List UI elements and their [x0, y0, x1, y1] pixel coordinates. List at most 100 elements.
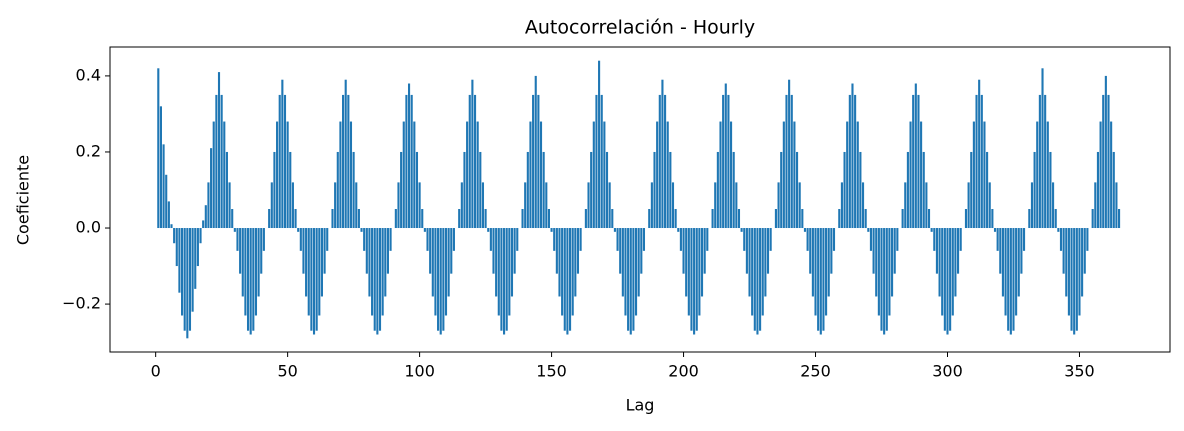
bar: [658, 94, 661, 229]
bar: [252, 228, 255, 331]
bar: [183, 228, 186, 331]
bar: [714, 182, 717, 229]
bar: [730, 121, 733, 229]
bar: [268, 209, 271, 229]
bar: [270, 182, 273, 229]
bar: [700, 228, 704, 297]
bar: [371, 228, 374, 316]
bar: [669, 151, 672, 229]
bar: [326, 228, 329, 251]
bar: [244, 228, 247, 316]
bar: [426, 228, 429, 251]
bar: [996, 228, 999, 251]
bar: [373, 228, 376, 331]
bar: [825, 228, 828, 316]
bar: [170, 224, 173, 229]
bar: [207, 182, 210, 229]
bar: [231, 209, 234, 229]
bar: [471, 79, 474, 229]
bar: [877, 228, 880, 316]
bar: [611, 209, 614, 229]
bar: [545, 182, 548, 229]
bar: [492, 228, 495, 274]
bar: [537, 94, 540, 229]
bar: [481, 182, 485, 229]
bar: [891, 228, 894, 297]
bar: [386, 228, 389, 274]
bar: [1102, 94, 1105, 229]
bar: [547, 209, 550, 229]
bar: [1099, 121, 1102, 229]
bar: [1070, 228, 1073, 331]
bar: [484, 209, 487, 229]
bar: [711, 209, 714, 229]
bar: [302, 228, 305, 274]
bar: [349, 121, 353, 229]
bar: [305, 228, 308, 297]
bar: [627, 228, 630, 331]
bar: [262, 228, 265, 251]
y-tick-label: 0.0: [76, 218, 101, 237]
bar: [299, 228, 302, 251]
bar: [555, 228, 558, 274]
bar: [925, 182, 928, 229]
bar: [687, 228, 690, 316]
bar: [1054, 209, 1057, 229]
bar: [795, 151, 799, 229]
bar: [920, 121, 923, 229]
bar: [257, 228, 260, 297]
bar: [674, 209, 677, 229]
y-tick-label: 0.4: [76, 65, 101, 84]
bar: [840, 182, 843, 229]
bar: [368, 228, 371, 297]
bar: [827, 228, 830, 297]
bar: [334, 182, 337, 229]
bar: [732, 151, 735, 229]
bar: [315, 228, 318, 331]
bar: [1075, 228, 1078, 331]
bar: [1107, 94, 1110, 229]
bar: [228, 182, 231, 229]
bar: [941, 228, 944, 316]
bar: [1022, 228, 1026, 251]
bar: [320, 228, 324, 297]
bar: [653, 151, 656, 229]
bar: [935, 228, 938, 274]
bar: [524, 182, 527, 229]
bar: [978, 79, 981, 229]
bar: [558, 228, 561, 297]
bar: [510, 228, 514, 297]
bar: [162, 144, 165, 229]
bar: [463, 151, 466, 229]
bar: [912, 94, 915, 229]
bar: [278, 94, 281, 229]
bar: [191, 228, 194, 312]
bar: [988, 182, 991, 229]
bar: [442, 228, 445, 331]
x-tick-label: 350: [1064, 362, 1095, 381]
bar: [780, 151, 783, 229]
bar: [291, 182, 294, 229]
bar: [864, 209, 867, 229]
bar: [241, 228, 244, 297]
y-axis-label: Coeficiente: [14, 155, 33, 245]
bar: [851, 83, 854, 229]
bar: [972, 121, 975, 229]
plot-frame: [109, 46, 1171, 353]
bar: [539, 121, 543, 229]
bar: [740, 228, 743, 232]
bar: [347, 94, 350, 229]
bar: [735, 182, 738, 229]
x-tick-label: 300: [932, 362, 963, 381]
bar: [605, 151, 609, 229]
bar: [1094, 182, 1097, 229]
bar: [893, 228, 896, 274]
bar: [281, 79, 284, 229]
bar: [930, 228, 933, 232]
bar: [239, 228, 242, 274]
bar: [817, 228, 820, 331]
bar: [693, 228, 696, 335]
bar: [592, 121, 595, 229]
bar: [378, 228, 382, 331]
